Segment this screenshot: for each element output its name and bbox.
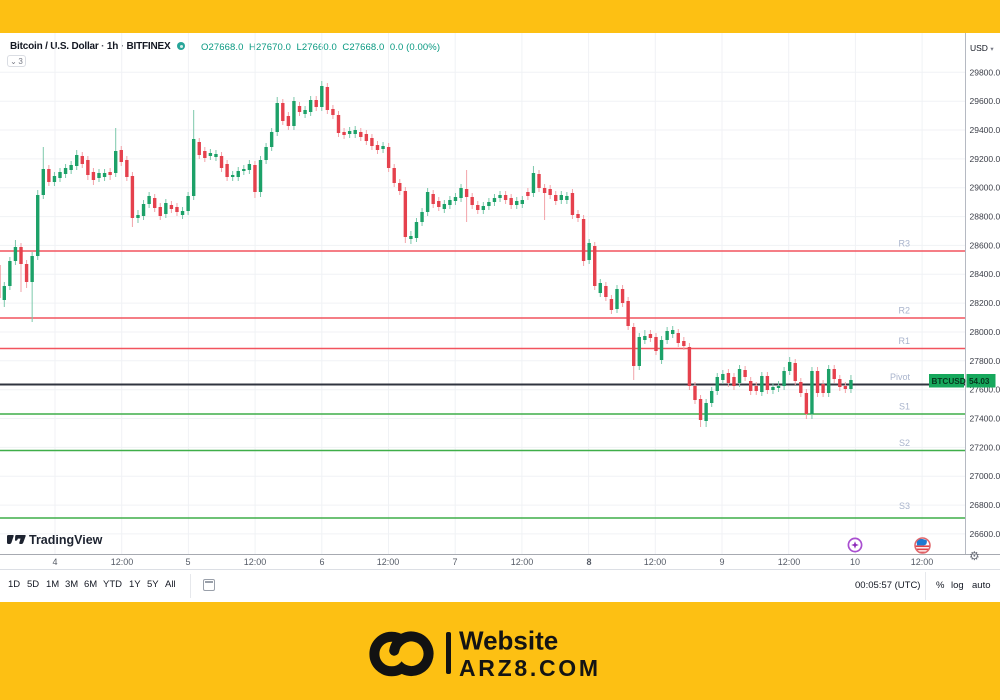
svg-text:29800.0: 29800.0 <box>970 67 1000 77</box>
svg-text:26800.0: 26800.0 <box>970 500 1000 510</box>
svg-text:R2: R2 <box>898 306 910 316</box>
svg-text:28000.0: 28000.0 <box>970 327 1000 337</box>
svg-text:29000.0: 29000.0 <box>970 183 1000 193</box>
svg-text:29200.0: 29200.0 <box>970 154 1000 164</box>
svg-text:Website: Website <box>459 626 558 656</box>
svg-text:29600.0: 29600.0 <box>970 96 1000 106</box>
svg-text:S1: S1 <box>899 402 910 412</box>
svg-text:27200.0: 27200.0 <box>970 442 1000 452</box>
svg-text:R1: R1 <box>898 336 910 346</box>
svg-text:Pivot: Pivot <box>890 372 911 382</box>
svg-text:ARZ8.COM: ARZ8.COM <box>459 655 601 681</box>
svg-text:R3: R3 <box>898 239 910 249</box>
svg-text:28800.0: 28800.0 <box>970 212 1000 222</box>
svg-text:28400.0: 28400.0 <box>970 269 1000 279</box>
svg-text:28600.0: 28600.0 <box>970 240 1000 250</box>
svg-text:27000.0: 27000.0 <box>970 471 1000 481</box>
svg-text:27800.0: 27800.0 <box>970 356 1000 366</box>
svg-text:28200.0: 28200.0 <box>970 298 1000 308</box>
svg-text:TradingView: TradingView <box>29 535 103 547</box>
svg-text:BTCUSD: BTCUSD <box>932 377 966 386</box>
svg-text:S3: S3 <box>899 501 910 511</box>
svg-text:27600.0: 27600.0 <box>970 385 1000 395</box>
svg-text:S2: S2 <box>899 438 910 448</box>
svg-text:27400.0: 27400.0 <box>970 414 1000 424</box>
svg-text:54.03: 54.03 <box>969 377 990 386</box>
svg-text:29400.0: 29400.0 <box>970 125 1000 135</box>
svg-text:26600.0: 26600.0 <box>970 529 1000 539</box>
